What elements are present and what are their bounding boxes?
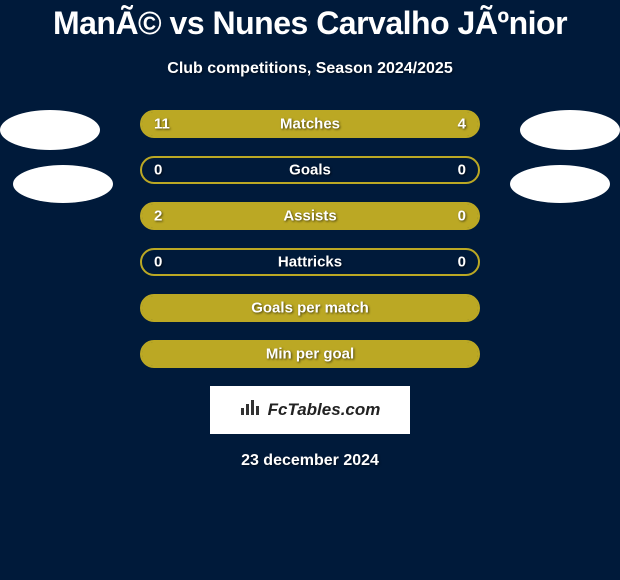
page-title: ManÃ© vs Nunes Carvalho JÃºnior (0, 5, 620, 42)
logo-box: FcTables.com (210, 386, 410, 434)
silhouette-body-icon (510, 165, 610, 203)
stat-bar: Min per goal (140, 340, 480, 368)
stat-bars-list: 11 4 Matches 0 0 Goals 2 0 Assists 0 0 Hattricks Goa… (140, 110, 480, 368)
stat-bar: 2 0 Assists (140, 202, 480, 230)
stat-label: Assists (283, 208, 336, 225)
player-left-silhouette (0, 110, 105, 230)
stat-label: Goals per match (251, 300, 369, 317)
stat-bar: Goals per match (140, 294, 480, 322)
stat-value-left: 0 (154, 254, 162, 271)
stat-bar: 11 4 Matches (140, 110, 480, 138)
stat-value-left: 11 (154, 116, 170, 133)
stat-bar: 0 0 Goals (140, 156, 480, 184)
stat-label: Hattricks (278, 254, 342, 271)
stats-area: 11 4 Matches 0 0 Goals 2 0 Assists 0 0 Hattricks Goa… (0, 110, 620, 368)
stat-bar: 0 0 Hattricks (140, 248, 480, 276)
stat-value-right: 0 (458, 162, 466, 179)
stat-fill-left (142, 112, 384, 136)
stat-label: Min per goal (266, 346, 354, 363)
infographic-container: ManÃ© vs Nunes Carvalho JÃºnior Club com… (0, 0, 620, 470)
stat-value-right: 4 (458, 116, 466, 133)
stat-fill-right (411, 204, 478, 228)
logo-text: FcTables.com (268, 400, 381, 420)
subtitle: Club competitions, Season 2024/2025 (0, 60, 620, 78)
stat-value-left: 2 (154, 208, 162, 225)
silhouette-head-icon (0, 110, 100, 150)
stat-value-right: 0 (458, 208, 466, 225)
chart-icon (240, 398, 262, 422)
silhouette-head-icon (520, 110, 620, 150)
stat-label: Goals (289, 162, 331, 179)
stat-label: Matches (280, 116, 340, 133)
stat-value-left: 0 (154, 162, 162, 179)
silhouette-body-icon (13, 165, 113, 203)
player-right-silhouette (515, 110, 620, 230)
stat-value-right: 0 (458, 254, 466, 271)
date-text: 23 december 2024 (0, 452, 620, 470)
stat-fill-left (142, 204, 411, 228)
